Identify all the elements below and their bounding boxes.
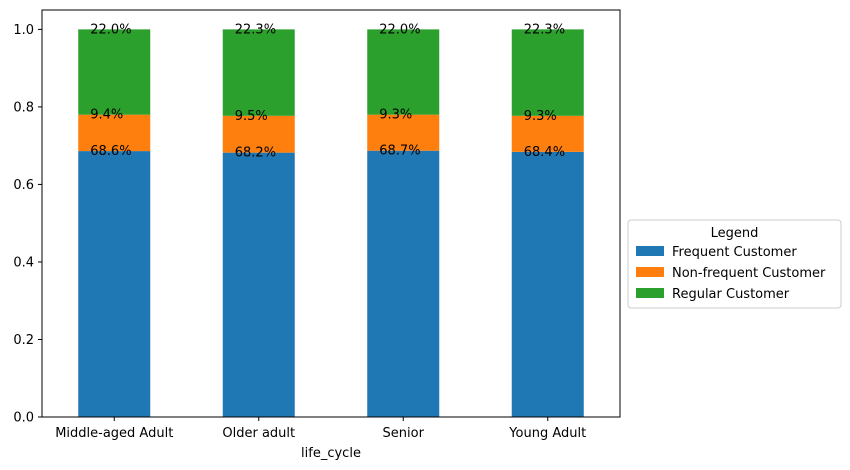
bar-value-label: 22.3%	[524, 22, 565, 37]
bar-segment	[78, 114, 151, 152]
bar-value-label: 9.5%	[235, 109, 268, 124]
bar-segment	[511, 29, 584, 116]
bar-value-label: 68.2%	[235, 146, 276, 161]
bars-group	[78, 29, 584, 418]
x-tick-label: Senior	[383, 426, 425, 441]
x-axis: Middle-aged Adult Older adult Senior Young …	[55, 417, 586, 441]
legend-entry-label: Frequent Customer	[672, 245, 797, 260]
plot-frame	[41, 9, 621, 418]
y-tick-label: 0.2	[13, 333, 34, 348]
y-tick-label: 0.0	[13, 411, 34, 426]
bar-value-label: 22.0%	[90, 22, 131, 37]
bar-segment	[367, 29, 440, 115]
legend-swatch	[636, 267, 664, 277]
bar-value-label: 22.0%	[379, 22, 420, 37]
bar-value-label: 9.3%	[379, 108, 412, 123]
bar-value-label: 68.6%	[90, 144, 131, 159]
x-axis-title: life_cycle	[301, 446, 361, 461]
x-tick-label: Young Adult	[508, 426, 586, 441]
y-tick-label: 1.0	[13, 23, 34, 38]
bar-value-label: 9.4%	[90, 108, 123, 123]
x-tick-label: Older adult	[222, 426, 295, 441]
legend-swatch	[636, 288, 664, 298]
bar-labels-group: 68.6% 9.4% 22.0% 68.2% 9.5% 22.3% 68.7% 9.3% 22.…	[90, 22, 565, 160]
y-tick-label: 0.6	[13, 178, 34, 193]
y-axis: 0.0 0.2 0.4 0.6 0.8 1.0	[13, 23, 42, 426]
x-tick-label: Middle-aged Adult	[55, 426, 173, 441]
legend-box	[627, 219, 842, 309]
legend-swatch	[636, 246, 664, 256]
bar-segment	[78, 29, 151, 115]
bar-value-label: 68.7%	[379, 144, 420, 159]
bar-segment	[367, 114, 440, 151]
y-tick-label: 0.4	[13, 255, 34, 270]
bar-value-label: 22.3%	[235, 22, 276, 37]
bar-segment	[367, 150, 440, 417]
bar-segment	[511, 115, 584, 152]
y-tick-label: 0.8	[13, 100, 34, 115]
bar-segment	[222, 29, 295, 116]
bar-value-label: 9.3%	[524, 109, 557, 124]
bar-value-label: 68.4%	[524, 145, 565, 160]
legend-entry-label: Non-frequent Customer	[672, 266, 826, 281]
legend-entry-label: Regular Customer	[672, 287, 790, 302]
legend-title: Legend	[711, 226, 759, 241]
bar-segment	[222, 152, 295, 418]
bar-segment	[511, 151, 584, 417]
bar-segment	[222, 115, 295, 153]
bar-segment	[78, 151, 151, 418]
legend: Legend Frequent Customer Non-frequent Cus…	[627, 219, 842, 309]
legend-items: Frequent Customer Non-frequent Customer Re…	[636, 245, 826, 302]
